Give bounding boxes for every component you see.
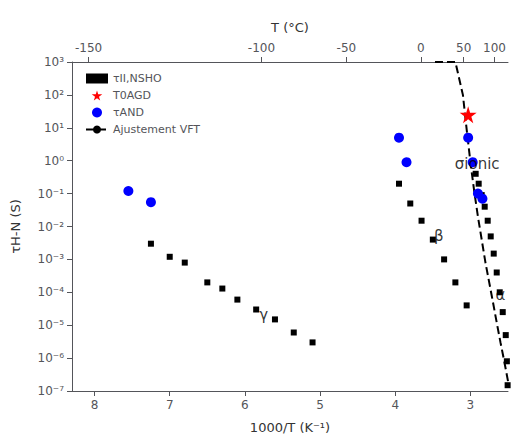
svg-text:10⁻⁵: 10⁻⁵ (38, 318, 65, 332)
svg-text:α: α (496, 286, 506, 304)
svg-text:6: 6 (241, 398, 249, 412)
svg-text:10⁻⁷: 10⁻⁷ (38, 384, 65, 398)
svg-text:10⁻⁴: 10⁻⁴ (38, 285, 65, 299)
svg-text:τAND: τAND (113, 106, 144, 119)
svg-text:T0AGD: T0AGD (112, 89, 151, 102)
svg-text:1000/T (K⁻¹): 1000/T (K⁻¹) (250, 420, 330, 435)
svg-text:3: 3 (467, 398, 475, 412)
svg-text:T (°C): T (°C) (270, 20, 309, 35)
svg-text:50: 50 (456, 41, 471, 55)
svg-text:10⁰: 10⁰ (44, 154, 64, 168)
svg-text:10⁻²: 10⁻² (38, 220, 65, 234)
svg-text:γ: γ (259, 306, 268, 324)
svg-text:5: 5 (316, 398, 324, 412)
svg-text:10⁻¹: 10⁻¹ (38, 187, 65, 201)
svg-text:10³: 10³ (44, 55, 64, 69)
svg-text:σionic: σionic (455, 155, 500, 173)
svg-text:τH-N (S): τH-N (S) (8, 199, 23, 254)
svg-text:-100: -100 (248, 41, 275, 55)
svg-text:10⁻³: 10⁻³ (38, 252, 65, 266)
svg-text:8: 8 (91, 398, 99, 412)
svg-text:Ajustement VFT: Ajustement VFT (113, 123, 200, 136)
svg-text:4: 4 (391, 398, 399, 412)
svg-text:10²: 10² (44, 88, 64, 102)
svg-text:100: 100 (483, 41, 506, 55)
svg-text:-150: -150 (75, 41, 102, 55)
svg-text:β: β (434, 227, 444, 245)
svg-text:7: 7 (166, 398, 174, 412)
svg-text:-50: -50 (337, 41, 357, 55)
svg-text:0: 0 (417, 41, 425, 55)
svg-text:τII,NSHO: τII,NSHO (113, 72, 162, 85)
svg-text:10⁻⁶: 10⁻⁶ (38, 351, 65, 365)
svg-text:10¹: 10¹ (44, 121, 64, 135)
